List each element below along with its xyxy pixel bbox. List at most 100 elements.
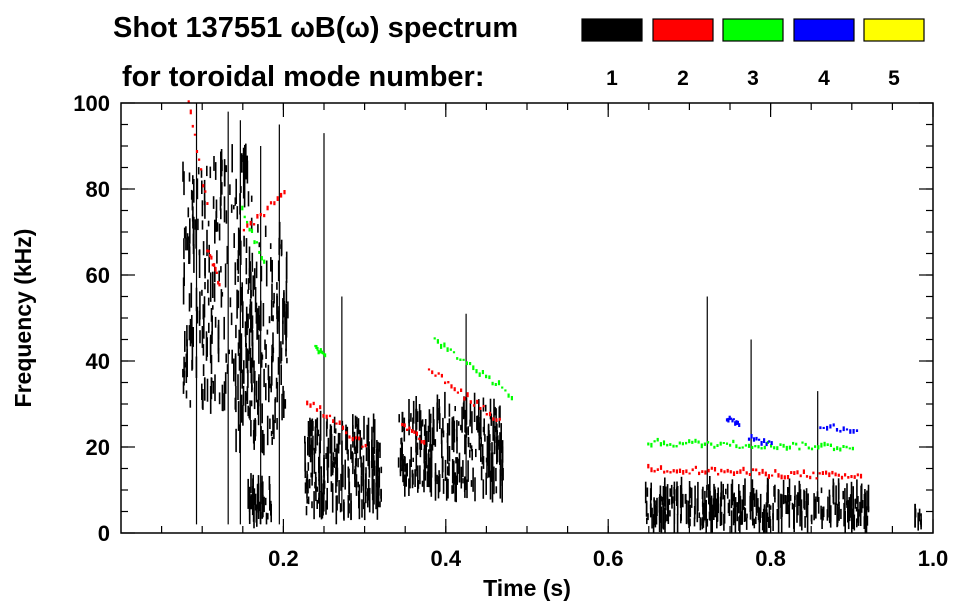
spectrum-mark: [315, 486, 317, 502]
spectrum-mark: [188, 172, 191, 182]
mode-trace-mark: [280, 192, 283, 198]
spectrum-mark: [276, 382, 279, 403]
spectrum-mark: [281, 393, 283, 421]
spectrum-mark: [402, 462, 405, 482]
mode-trace-mark: [498, 417, 501, 421]
spectrum-mark: [429, 421, 432, 447]
mode-trace-mark: [459, 358, 462, 361]
legend-swatch-mode-1: [581, 18, 643, 42]
mode-trace-mark: [807, 446, 810, 450]
spectrum-mark: [487, 444, 489, 466]
spectrum-mark: [216, 250, 218, 264]
spectrum-mark: [371, 426, 373, 453]
mode-trace-mark: [777, 473, 780, 478]
spectrum-mark: [740, 511, 742, 525]
spectrum-mark: [284, 399, 287, 409]
spectrum-mark: [339, 433, 341, 445]
spectrum-mark: [304, 482, 307, 494]
mode-trace-mark: [823, 441, 826, 447]
spectrum-mark: [218, 223, 221, 241]
mode-trace-mark: [700, 443, 703, 449]
spectrum-mark: [356, 424, 359, 454]
mode-trace-mark: [848, 447, 851, 450]
mode-trace-mark: [825, 470, 828, 475]
spectrum-mark: [271, 436, 273, 445]
mode-trace-mark: [204, 190, 207, 193]
mode-trace-mark: [263, 259, 266, 264]
spectrum-mark: [307, 421, 310, 437]
mode-trace-mark: [207, 249, 210, 253]
spectrum-mark: [331, 483, 334, 513]
spectrum-mark: [202, 304, 205, 320]
spectrum-mark: [665, 486, 667, 511]
spectrum-mark: [486, 460, 488, 479]
spectrum-mark: [482, 479, 485, 499]
mode-trace-mark: [780, 474, 783, 480]
mode-trace-mark: [189, 109, 192, 115]
mode-trace-mark: [319, 405, 322, 410]
spectrum-mark: [502, 468, 504, 481]
spectrum-mark: [285, 307, 288, 338]
spectrum-mark: [464, 434, 466, 455]
mode-trace-mark: [810, 447, 814, 451]
spectrum-mark: [325, 500, 327, 515]
spectrum-mark: [490, 413, 493, 426]
spectrum-mark: [273, 419, 275, 440]
mode-trace-mark: [785, 445, 788, 451]
spectrum-mark: [196, 178, 199, 200]
mode-trace-mark: [218, 283, 221, 287]
mode-trace-mark: [760, 447, 763, 450]
spectrum-mark: [330, 481, 333, 492]
spectrum-mark: [363, 415, 365, 440]
mode-legend: 1 2 3 4 5: [581, 18, 925, 90]
spectrum-mark: [361, 499, 363, 518]
mode-trace-mark: [653, 469, 656, 473]
spectrum-mark: [753, 493, 756, 507]
spectrum-mark: [253, 498, 255, 529]
spectrum-mark: [184, 331, 186, 352]
spectrum-mark: [208, 322, 210, 333]
spectrum-mark: [702, 508, 705, 528]
spectrum-mark: [245, 343, 247, 369]
spectrum-mark: [706, 518, 709, 527]
mode-trace-mark: [656, 468, 659, 471]
spectrum-mark: [784, 495, 786, 504]
spectrum-mark: [732, 508, 735, 526]
spectrum-mark: [272, 415, 274, 435]
mode-trace-mark: [750, 434, 753, 439]
spectrum-mark: [481, 444, 484, 458]
spectrum-mark: [264, 225, 267, 237]
mode-trace-mark: [698, 471, 701, 476]
spectrum-mark: [264, 497, 267, 506]
spectrum-mark: [360, 456, 362, 468]
mode-trace-mark: [485, 413, 488, 416]
spectrum-mark: [666, 484, 669, 500]
mode-trace-mark: [214, 266, 217, 272]
mode-trace-mark: [727, 417, 730, 423]
spectrum-mark: [319, 491, 321, 518]
spectrum-mark: [488, 448, 491, 470]
spectrum-mark: [372, 494, 374, 514]
spectrum-mark: [344, 459, 346, 490]
spectrum-mark: [207, 220, 210, 227]
spectrum-mark: [276, 282, 278, 290]
mode-trace-mark: [410, 429, 414, 433]
spectrum-mark: [311, 418, 314, 426]
mode-trace-mark: [669, 443, 672, 446]
x-tick-label: 0.8: [755, 546, 786, 571]
spectrum-mark: [269, 376, 271, 389]
spectrum-mark: [304, 435, 306, 444]
spectrum-mark: [421, 480, 424, 487]
spectrum-mark: [251, 357, 253, 387]
mode-trace-mark: [263, 214, 266, 218]
mode-trace-mark: [847, 476, 850, 479]
spectrum-mark: [216, 222, 219, 232]
spectrum-mark: [311, 501, 313, 509]
spectrum-mark: [337, 434, 340, 451]
spectrum-mark: [243, 166, 246, 184]
spectrum-mark: [285, 348, 287, 357]
spectrum-mark: [776, 509, 779, 521]
mode-trace-mark: [354, 436, 358, 440]
mode-trace-mark: [774, 469, 777, 473]
spectrum-mark: [673, 481, 676, 510]
